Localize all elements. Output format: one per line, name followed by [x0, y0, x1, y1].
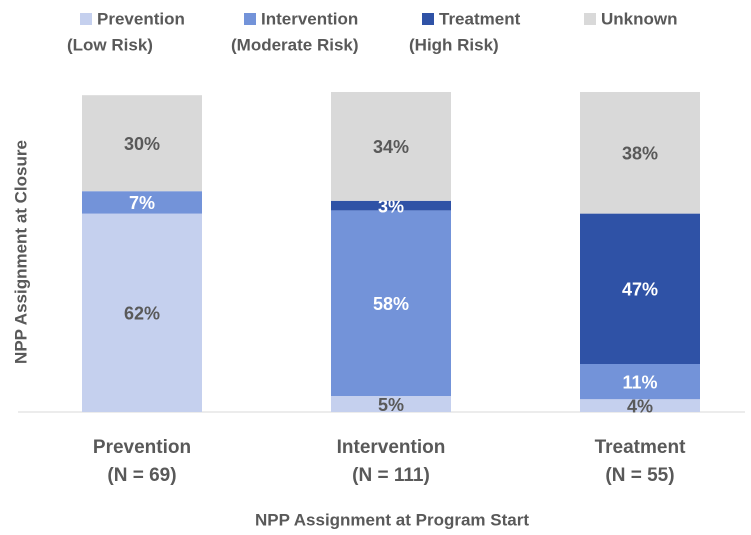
- legend-label: Unknown: [601, 9, 678, 28]
- legend-label: (Moderate Risk): [231, 35, 359, 54]
- data-label: 5%: [378, 395, 404, 415]
- data-label: 3%: [378, 196, 404, 216]
- data-label: 62%: [124, 304, 160, 324]
- data-label: 38%: [622, 144, 658, 164]
- bar-segment: [580, 364, 700, 400]
- bar-segment: [331, 396, 451, 412]
- bar-segment: [82, 213, 202, 412]
- data-label: 11%: [622, 372, 657, 392]
- data-label: 58%: [373, 294, 409, 314]
- bar-segment: [331, 200, 451, 211]
- x-tick-label: (N = 55): [605, 465, 674, 486]
- bar-segment: [580, 399, 700, 412]
- bar-segment: [331, 92, 451, 201]
- data-label: 7%: [129, 193, 155, 213]
- data-label: 30%: [124, 134, 160, 154]
- legend-label: (Low Risk): [67, 35, 153, 54]
- bar-segment: [331, 210, 451, 396]
- legend-label: Treatment: [439, 9, 521, 28]
- x-tick-label: Intervention: [337, 437, 446, 458]
- legend-label: Intervention: [261, 9, 358, 28]
- x-tick-label: (N = 69): [107, 465, 176, 486]
- x-tick-label: (N = 111): [352, 465, 430, 486]
- data-label: 4%: [627, 396, 653, 416]
- bar-segment: [580, 92, 700, 214]
- data-label: 47%: [622, 280, 658, 300]
- legend-label: (High Risk): [409, 35, 499, 54]
- legend-swatch: [584, 13, 596, 25]
- x-tick-label: Treatment: [595, 437, 686, 458]
- data-label: 34%: [373, 137, 409, 157]
- bar-segment: [580, 213, 700, 364]
- legend-swatch: [80, 13, 92, 25]
- legend-swatch: [244, 13, 256, 25]
- x-axis-label: NPP Assignment at Program Start: [255, 510, 529, 529]
- y-axis-label: NPP Assignment at Closure: [11, 140, 30, 364]
- legend-swatch: [422, 13, 434, 25]
- bar-segment: [82, 191, 202, 214]
- legend-label: Prevention: [97, 9, 185, 28]
- x-tick-label: Prevention: [93, 437, 191, 458]
- bar-segment: [82, 95, 202, 192]
